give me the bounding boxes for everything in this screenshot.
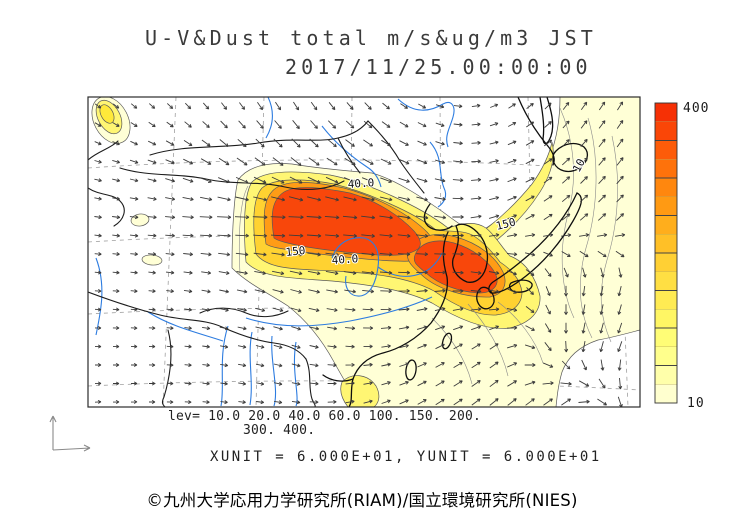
border-himalaya [88,291,307,360]
river [249,331,253,406]
border-northeast-china [337,137,361,174]
wind-arrow [94,101,626,407]
coastline-taiwan [441,332,453,350]
colorbar: 400 10 [654,101,709,411]
contour-line [431,317,473,385]
contour-lines [238,107,618,385]
chart-datetime: 2017/11/25.00:00:00 [285,55,592,79]
border-mongolia-north [149,120,369,156]
coastline-okhotsk [517,97,555,166]
colorbar-cells [655,103,677,404]
contour-line [497,301,544,364]
colorbar-cell [655,328,677,348]
coastline-hokkaido [552,142,589,173]
credit-line: ©九州大学応用力学研究所(RIAM)/国立環境研究所(NIES) [146,491,578,510]
contour-line [600,135,618,343]
colorbar-cell [655,159,677,179]
river [397,98,455,148]
river [220,325,229,407]
coastline-tonkin [322,374,354,382]
river [321,125,382,188]
colorbar-cell [655,103,677,123]
contour-levels-line1: lev= 10.0 20.0 40.0 60.0 100. 150. 200. [168,409,482,424]
country-borders [88,120,425,407]
dust-fill-red-core [271,187,421,256]
coastline-japan-honshu [488,192,583,294]
colorbar-cell [655,271,677,291]
river [271,335,277,407]
colorbar-cell [655,309,677,329]
colorbar-cell [655,140,677,160]
colorbar-cell [655,121,677,141]
colorbar-cell [655,215,677,235]
y-axis-arrow [49,415,57,450]
dust-plume-northwest-core [99,104,115,124]
border-mongolia-south [119,167,345,190]
river-yangtze [245,296,433,327]
coastline-bohai [423,203,453,231]
vector-unit-line: XUNIT = 6.000E+01, YUNIT = 6.000E+01 [210,449,602,465]
colorbar-cell [655,365,677,385]
parallel-line [88,380,640,391]
contour-line [580,117,597,339]
border-northeast-china [367,120,425,194]
border-tibet [199,307,289,318]
river [429,141,447,208]
river [265,97,273,139]
colorbar-cell [655,253,677,273]
colorbar-frame [654,102,678,404]
coastline-japan-shikoku [509,279,533,293]
colorbar-cell [655,346,677,366]
contour-label: 150 [285,244,306,259]
colorbar-cell [655,196,677,216]
contour-label: 40.0 [331,252,358,267]
wind-vector-field [94,101,626,407]
colorbar-cell [655,234,677,254]
dust-pocket [141,254,163,266]
meridian-line [162,97,177,407]
chart-title: U-V&Dust total m/s&ug/m3 JST [145,26,597,50]
river [95,257,103,336]
colorbar-cell [655,290,677,310]
colorbar-cell [655,384,677,404]
contour-label: 150 [495,215,517,232]
x-axis-arrow [52,444,91,452]
coastline-korea [451,223,489,283]
coastline-hainan [405,359,417,381]
contour-levels-line2: 300. 400. [243,423,316,438]
colorbar-max-label: 400 [683,101,709,116]
rivers [95,97,455,407]
border-central-asia [88,187,125,227]
colorbar-min-label: 10 [687,396,705,411]
axes-indicator [49,415,91,452]
coastline-india-east [161,329,172,407]
colorbar-cell [655,178,677,198]
river [147,311,224,342]
contour-line [238,185,249,275]
map-frame [87,96,641,408]
contour-label: 40.0 [347,176,374,191]
coastline-indochina [305,358,316,407]
coastline-japan-kyushu [476,286,495,310]
